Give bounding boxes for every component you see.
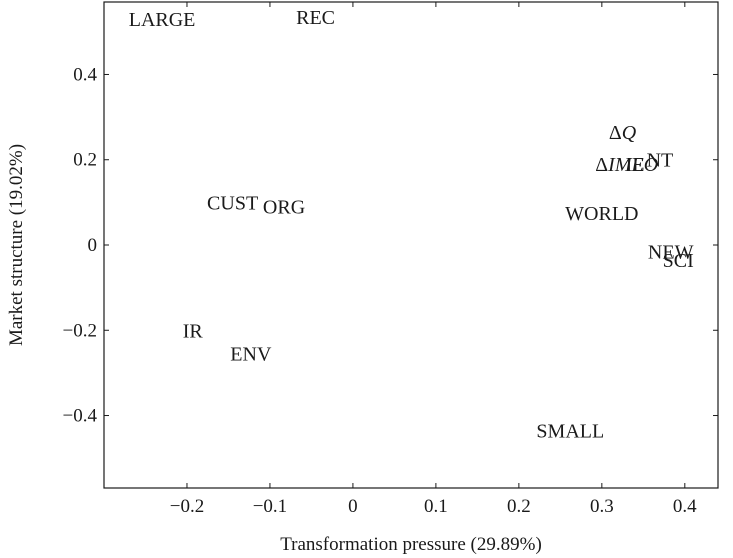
plot-frame — [103, 1, 719, 489]
x-tick-label: 0 — [348, 496, 358, 517]
data-point-label: ΔQ — [609, 122, 637, 144]
x-axis-title: Transformation pressure (29.89%) — [280, 534, 542, 555]
y-tick-label: 0.4 — [73, 64, 97, 85]
y-tick-label: 0.2 — [73, 150, 97, 171]
data-point-label: SCI — [663, 250, 694, 272]
x-tick-label: 0.1 — [424, 496, 448, 517]
x-tick-label: 0.3 — [590, 496, 614, 517]
data-point-label: WORLD — [565, 203, 638, 225]
data-point-label: NT — [647, 150, 674, 172]
y-axis-ticks: −0.4 −0.2 0 0.2 0.4 — [63, 64, 718, 427]
y-tick-label: −0.4 — [63, 406, 98, 427]
data-point-label: REC — [296, 7, 335, 29]
y-tick-label: −0.2 — [63, 320, 97, 341]
data-point-label: NEW — [648, 241, 694, 263]
data-point-label: ORG — [263, 197, 305, 219]
x-tick-label: 0.4 — [673, 496, 697, 517]
data-point-label: IR — [183, 320, 204, 342]
x-tick-label: 0.2 — [507, 496, 531, 517]
x-tick-label: −0.1 — [253, 496, 287, 517]
y-tick-label: 0 — [88, 235, 98, 256]
data-point-label: ENV — [230, 344, 272, 366]
data-point-label: IE — [626, 154, 645, 176]
y-axis-title: Market structure (19.02%) — [6, 144, 27, 346]
data-point-label: CUST — [207, 192, 258, 214]
data-point-label: LARGE — [129, 9, 196, 31]
data-point-label: ΔIMEO — [595, 154, 658, 176]
x-axis-ticks: −0.2 −0.1 0 0.1 0.2 0.3 0.4 — [170, 2, 697, 517]
x-tick-label: −0.2 — [170, 496, 204, 517]
data-point-label: SMALL — [536, 420, 604, 442]
